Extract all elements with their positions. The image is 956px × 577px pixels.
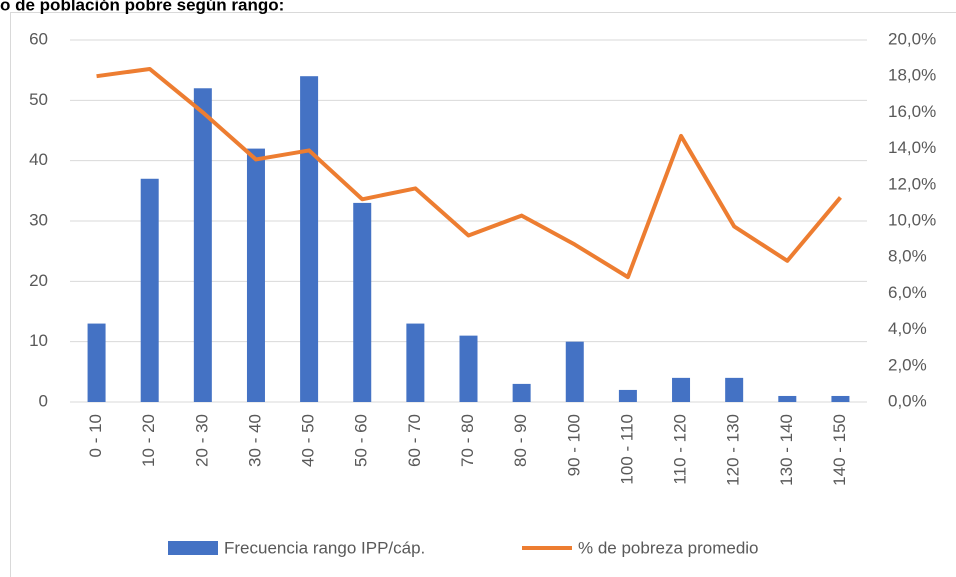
x-tick-label: 130 - 140 [777, 414, 796, 486]
y-tick-label: 60 [29, 29, 48, 48]
bar [512, 383, 531, 402]
y-tick-label: 20 [29, 271, 48, 290]
x-tick-label: 70 - 80 [458, 414, 477, 467]
y2-tick-label: 18,0% [888, 66, 936, 85]
x-tick-label: 30 - 40 [245, 414, 264, 467]
legend-swatch [168, 541, 218, 555]
x-tick-label: 50 - 60 [352, 414, 371, 467]
bar [459, 335, 478, 402]
line [96, 66, 842, 280]
bar [193, 88, 212, 403]
bar [406, 323, 425, 402]
y2-tick-label: 16,0% [888, 102, 936, 121]
bar [87, 323, 106, 402]
y2-tick-label: 4,0% [888, 319, 927, 338]
bar [246, 148, 265, 402]
bar [300, 76, 319, 402]
x-tick-label: 80 - 90 [511, 414, 530, 467]
bar [725, 377, 744, 402]
x-tick-label: 140 - 150 [830, 414, 849, 486]
y2-tick-label: 12,0% [888, 174, 936, 193]
x-tick-label: 60 - 70 [405, 414, 424, 467]
y-tick-label: 10 [29, 331, 48, 350]
x-tick-label: 120 - 130 [724, 414, 743, 486]
y-tick-label: 30 [29, 210, 48, 229]
y2-tick-label: 8,0% [888, 247, 927, 266]
y-tick-label: 40 [29, 150, 48, 169]
legend-label: % de pobreza promedio [578, 538, 759, 557]
x-tick-label: 20 - 30 [192, 414, 211, 467]
y2-tick-label: 20,0% [888, 29, 936, 48]
chart-title: o de población pobre según rango: [0, 0, 284, 14]
x-tick-label: 0 - 10 [86, 414, 105, 457]
bar [140, 178, 159, 402]
y2-tick-label: 14,0% [888, 138, 936, 157]
y2-tick-label: 0,0% [888, 391, 927, 410]
x-tick-label: 40 - 50 [299, 414, 318, 467]
chart-frame [10, 12, 956, 577]
x-tick-label: 90 - 100 [564, 414, 583, 476]
bar [353, 202, 372, 402]
y2-tick-label: 10,0% [888, 210, 936, 229]
bar [565, 341, 584, 402]
bar [831, 395, 850, 402]
y-tick-label: 0 [39, 391, 48, 410]
x-tick-label: 100 - 110 [617, 414, 636, 485]
legend-label: Frecuencia rango IPP/cáp. [224, 538, 425, 557]
bar [618, 389, 637, 402]
y2-tick-label: 2,0% [888, 355, 927, 374]
y-tick-label: 50 [29, 90, 48, 109]
bar [672, 377, 691, 402]
bar [778, 395, 797, 402]
y2-tick-label: 6,0% [888, 283, 927, 302]
x-tick-label: 10 - 20 [139, 414, 158, 467]
x-tick-label: 110 - 120 [671, 414, 690, 485]
